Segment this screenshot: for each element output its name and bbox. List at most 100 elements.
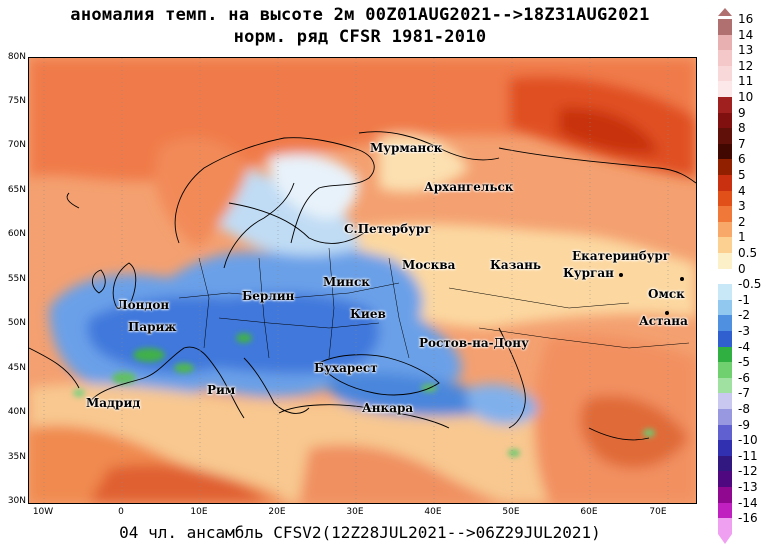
colorbar-swatch	[718, 268, 732, 285]
colorbar-tick-label: 7	[738, 136, 746, 151]
colorbar-swatch	[718, 487, 732, 504]
city-label-moscow: Москва	[402, 258, 456, 272]
colorbar-swatch	[718, 143, 732, 160]
colorbar-tick-label: 0	[738, 261, 746, 276]
colorbar-swatch	[718, 128, 732, 145]
colorbar-swatch	[718, 471, 732, 488]
city-dot-astana	[665, 311, 669, 315]
colorbar-swatch	[718, 409, 732, 426]
colorbar-swatch	[718, 81, 732, 98]
colorbar-tick-label: 4	[738, 183, 746, 198]
colorbar-swatch	[718, 502, 732, 519]
lon-label: 70E	[649, 507, 667, 517]
lat-label: 35N	[7, 452, 26, 462]
colorbar-tick-label: 9	[738, 105, 746, 120]
city-label-rostov: Ростов-на-Дону	[419, 336, 529, 350]
lat-label: 70N	[7, 140, 26, 150]
colorbar-tick-label: -7	[738, 386, 750, 401]
lat-label: 75N	[7, 96, 26, 106]
lon-label: 0	[118, 507, 124, 517]
map-title-line-1: аномалия темп. на высоте 2м 00Z01AUG2021…	[70, 5, 650, 25]
colorbar-tick-label: -10	[738, 433, 758, 448]
colorbar-tick-label: 5	[738, 168, 746, 182]
colorbar-tick-label: -5	[738, 355, 750, 370]
colorbar-swatch	[718, 331, 732, 348]
colorbar-swatch	[718, 65, 732, 82]
city-label-bucharest: Бухарест	[314, 361, 378, 375]
country-borders	[178, 247, 690, 359]
colorbar-tick-label: -8	[738, 402, 750, 416]
colorbar-bottom-arrow	[718, 533, 732, 544]
colorbar	[718, 19, 732, 535]
anomaly-map	[28, 57, 697, 504]
city-label-madrid: Мадрид	[86, 396, 141, 410]
city-label-arkhangelsk: Архангельск	[424, 180, 514, 194]
lon-label: 20E	[268, 507, 286, 517]
colorbar-tick-label: 2	[738, 214, 746, 229]
lon-label: 60E	[580, 507, 598, 517]
colorbar-swatch	[718, 175, 732, 192]
colorbar-tick-label: 10	[738, 90, 754, 104]
colorbar-tick-label: 3	[738, 199, 746, 214]
lon-label: 40E	[424, 507, 442, 517]
colorbar-tick-label: 6	[738, 152, 746, 167]
colorbar-tick-label: -14	[738, 495, 758, 510]
colorbar-swatch	[718, 315, 732, 332]
colorbar-tick-label: 16	[738, 12, 754, 26]
lat-label: 30N	[7, 496, 26, 506]
lat-label: 55N	[7, 274, 26, 284]
city-dot-omsk	[680, 277, 684, 281]
colorbar-swatch	[718, 34, 732, 51]
colorbar-tick-label: -6	[738, 370, 750, 385]
colorbar-swatch	[718, 346, 732, 363]
city-label-omsk: Омск	[648, 287, 685, 301]
ensemble-caption: 04 чл. ансамбль CFSV2(12Z28JUL2021-->06Z…	[119, 523, 601, 542]
colorbar-tick-label: 8	[738, 121, 746, 136]
colorbar-swatch	[718, 190, 732, 207]
colorbar-tick-label: -16	[738, 511, 758, 526]
colorbar-tick-label: -0.5	[738, 277, 762, 292]
colorbar-swatch	[718, 424, 732, 441]
colorbar-tick-label: 11	[738, 74, 754, 89]
colorbar-tick-label: -9	[738, 417, 750, 432]
lon-label: 10E	[190, 507, 208, 517]
lon-label: 50E	[502, 507, 520, 517]
city-label-kiev: Киев	[350, 307, 386, 321]
colorbar-swatch	[718, 50, 732, 67]
colorbar-swatch	[718, 299, 732, 316]
coastlines	[29, 131, 696, 441]
colorbar-tick-label: 14	[738, 27, 754, 42]
colorbar-tick-label: 1	[738, 230, 746, 245]
colorbar-swatch	[718, 440, 732, 457]
colorbar-top-arrow	[718, 8, 732, 16]
colorbar-tick-label: -11	[738, 448, 758, 463]
colorbar-swatch	[718, 253, 732, 270]
colorbar-tick-label: -12	[738, 464, 758, 479]
lat-label: 50N	[7, 318, 26, 328]
city-dot-kurgan	[619, 273, 623, 277]
lat-label: 65N	[7, 185, 26, 195]
colorbar-tick-label: 13	[738, 43, 754, 58]
lat-label: 80N	[7, 52, 26, 62]
colorbar-tick-label: -1	[738, 292, 750, 307]
colorbar-swatch	[718, 159, 732, 176]
city-label-ankara: Анкара	[362, 401, 414, 415]
lat-label: 60N	[7, 229, 26, 239]
colorbar-swatch	[718, 19, 732, 36]
colorbar-swatch	[718, 206, 732, 223]
colorbar-tick-label: -13	[738, 480, 758, 494]
city-label-rome: Рим	[207, 383, 236, 397]
colorbar-swatch	[718, 221, 732, 238]
colorbar-swatch	[718, 284, 732, 301]
city-label-murmansk: Мурманск	[370, 141, 443, 155]
colorbar-tick-label: -2	[738, 308, 750, 323]
colorbar-swatch	[718, 97, 732, 114]
colorbar-swatch	[718, 377, 732, 394]
city-label-st-petersburg: С.Петербург	[344, 222, 432, 236]
colorbar-swatch	[718, 518, 732, 535]
map-title-line-2: норм. ряд CFSR 1981-2010	[233, 27, 487, 47]
colorbar-swatch	[718, 455, 732, 472]
colorbar-swatch	[718, 393, 732, 410]
colorbar-tick-label: 0.5	[738, 246, 758, 260]
city-label-minsk: Минск	[323, 275, 370, 289]
